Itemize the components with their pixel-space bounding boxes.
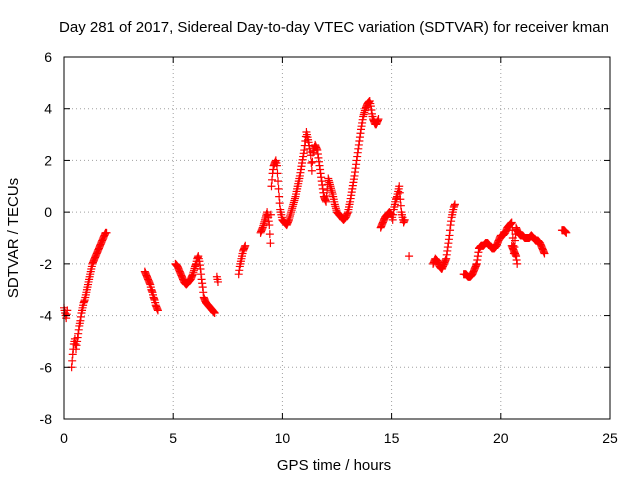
chart-title: Day 281 of 2017, Sidereal Day-to-day VTE… — [59, 19, 609, 36]
data-point — [274, 184, 283, 193]
data-point — [400, 215, 409, 224]
data-point — [265, 230, 274, 239]
data-point — [540, 249, 549, 258]
data-point — [272, 161, 281, 170]
x-axis-label: GPS time / hours — [277, 457, 391, 474]
x-tick-label: 0 — [60, 430, 68, 446]
y-tick-label: 6 — [44, 49, 52, 65]
data-point — [405, 252, 414, 261]
plot-frame — [63, 56, 611, 420]
data-markers — [60, 96, 571, 372]
data-point — [213, 277, 222, 286]
data-point — [274, 177, 283, 186]
data-point — [210, 308, 219, 317]
y-tick-label: 4 — [44, 101, 52, 117]
data-point — [307, 159, 316, 168]
data-point — [507, 218, 516, 227]
x-tick-label: 15 — [384, 430, 400, 446]
x-tick-label: 10 — [275, 430, 291, 446]
x-tick-label: 20 — [493, 430, 509, 446]
data-point — [513, 259, 522, 268]
y-tick-label: -2 — [40, 256, 53, 272]
data-point — [374, 115, 383, 124]
y-tick-label: -6 — [40, 359, 53, 375]
data-point — [266, 210, 275, 219]
y-axis-ticks: -8 -6 -4 -2 0 2 4 6 — [40, 49, 610, 427]
y-axis-label: SDTVAR / TECUs — [5, 178, 22, 298]
data-point — [273, 169, 282, 178]
data-point — [562, 228, 571, 237]
data-point — [63, 306, 72, 315]
y-tick-label: -4 — [40, 308, 53, 324]
y-tick-label: 0 — [44, 204, 52, 220]
data-point — [307, 166, 316, 175]
data-point — [266, 239, 275, 248]
data-point — [241, 241, 250, 250]
data-point — [153, 306, 162, 315]
y-tick-label: -8 — [40, 411, 53, 427]
y-tick-label: 2 — [44, 152, 52, 168]
x-tick-label: 25 — [602, 430, 618, 446]
data-point — [102, 228, 111, 237]
data-point — [450, 200, 459, 209]
x-axis-ticks: 0 5 10 15 20 25 — [60, 57, 618, 446]
data-point — [265, 221, 274, 230]
x-tick-label: 5 — [169, 430, 177, 446]
